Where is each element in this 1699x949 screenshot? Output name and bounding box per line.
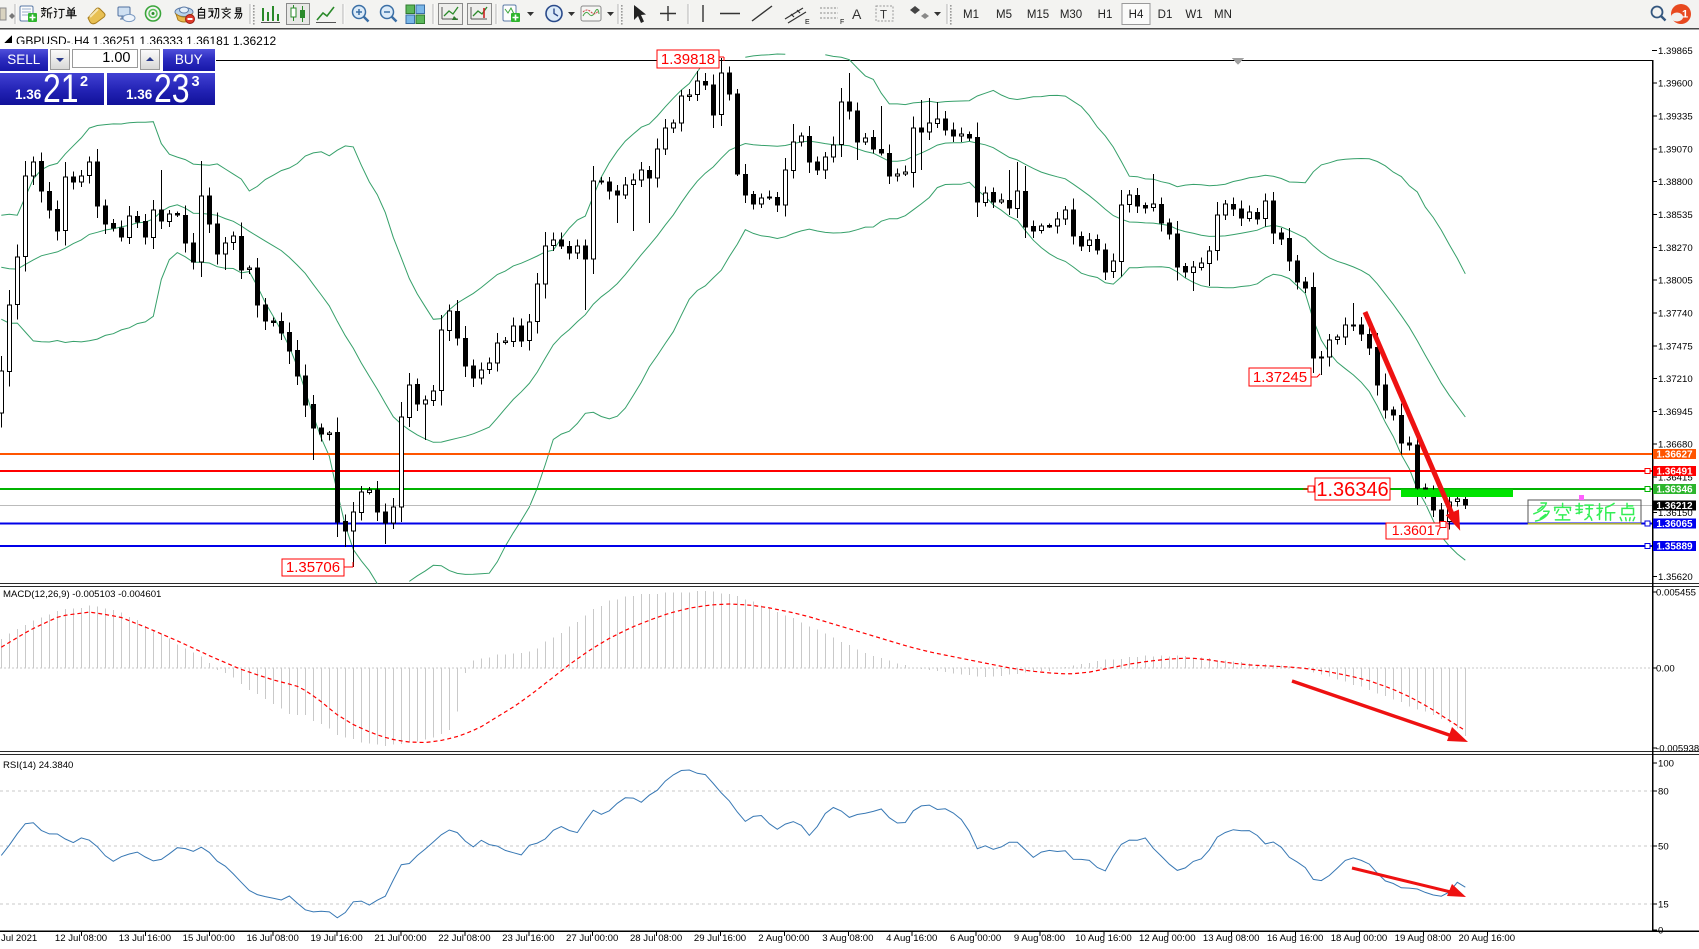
svg-text:Jul 2021: Jul 2021	[1, 933, 37, 944]
svg-text:1.36346: 1.36346	[1316, 479, 1388, 501]
svg-text:M5: M5	[996, 9, 1012, 21]
svg-text:1.36491: 1.36491	[1656, 467, 1693, 478]
svg-text:MN: MN	[1214, 9, 1232, 21]
svg-text:1.36150: 1.36150	[1658, 508, 1693, 519]
svg-text:E: E	[805, 19, 810, 26]
svg-text:1.36017: 1.36017	[1392, 522, 1443, 538]
svg-text:H1: H1	[1098, 9, 1113, 21]
svg-text:1.38270: 1.38270	[1658, 243, 1693, 254]
svg-text:MACD(12,26,9) -0.005103 -0.004: MACD(12,26,9) -0.005103 -0.004601	[3, 589, 161, 600]
svg-text:1.37740: 1.37740	[1658, 309, 1693, 320]
svg-text:22 Jul 08:00: 22 Jul 08:00	[438, 933, 490, 944]
svg-text:50: 50	[1658, 842, 1669, 853]
svg-text:27 Jul 00:00: 27 Jul 00:00	[566, 933, 618, 944]
svg-text:20 Aug 16:00: 20 Aug 16:00	[1459, 933, 1516, 944]
svg-text:28 Jul 08:00: 28 Jul 08:00	[630, 933, 682, 944]
svg-text:1.38800: 1.38800	[1658, 177, 1693, 188]
svg-text:1.37475: 1.37475	[1658, 341, 1693, 352]
svg-text:0: 0	[1658, 926, 1663, 937]
svg-text:19 Aug 08:00: 19 Aug 08:00	[1395, 933, 1452, 944]
svg-text:1.36680: 1.36680	[1658, 440, 1693, 451]
svg-text:19 Jul 16:00: 19 Jul 16:00	[310, 933, 362, 944]
svg-text:W1: W1	[1185, 9, 1202, 21]
svg-text:100: 100	[1658, 759, 1674, 770]
svg-text:1.36212: 1.36212	[1656, 501, 1693, 512]
svg-text:15 Jul 00:00: 15 Jul 00:00	[183, 933, 235, 944]
svg-text:0.005455: 0.005455	[1656, 588, 1696, 599]
svg-text:15: 15	[1658, 900, 1669, 911]
svg-text:9 Aug 08:00: 9 Aug 08:00	[1014, 933, 1065, 944]
svg-text:13 Aug 08:00: 13 Aug 08:00	[1203, 933, 1260, 944]
svg-text:10 Aug 16:00: 10 Aug 16:00	[1075, 933, 1132, 944]
svg-text:F: F	[840, 19, 844, 26]
svg-text:4 Aug 16:00: 4 Aug 16:00	[886, 933, 937, 944]
svg-text:29 Jul 16:00: 29 Jul 16:00	[694, 933, 746, 944]
svg-text:1.36945: 1.36945	[1658, 407, 1693, 418]
svg-text:D1: D1	[1158, 9, 1173, 21]
svg-text:A: A	[852, 6, 862, 22]
svg-text:1.36627: 1.36627	[1656, 450, 1693, 461]
svg-text:1.39865: 1.39865	[1658, 46, 1693, 57]
svg-text:1.36065: 1.36065	[1656, 519, 1693, 530]
svg-text:2 Aug 00:00: 2 Aug 00:00	[758, 933, 809, 944]
svg-text:-0.005938: -0.005938	[1656, 744, 1699, 755]
svg-text:6 Aug 00:00: 6 Aug 00:00	[950, 933, 1001, 944]
svg-text:1.36415: 1.36415	[1658, 473, 1693, 484]
svg-text:M30: M30	[1060, 9, 1082, 21]
svg-text:1.38535: 1.38535	[1658, 210, 1693, 221]
svg-text:12 Jul 08:00: 12 Jul 08:00	[55, 933, 107, 944]
svg-text:M15: M15	[1027, 9, 1049, 21]
svg-text:23 Jul 16:00: 23 Jul 16:00	[502, 933, 554, 944]
svg-text:16 Jul 08:00: 16 Jul 08:00	[247, 933, 299, 944]
svg-text:13 Jul 16:00: 13 Jul 16:00	[119, 933, 171, 944]
svg-text:1.39600: 1.39600	[1658, 79, 1693, 90]
svg-text:1.35889: 1.35889	[1656, 542, 1693, 553]
svg-text:1.39335: 1.39335	[1658, 112, 1693, 123]
svg-text:1: 1	[1682, 9, 1688, 21]
svg-text:3 Aug 08:00: 3 Aug 08:00	[822, 933, 873, 944]
svg-text:1.38005: 1.38005	[1658, 276, 1693, 287]
svg-text:0.00: 0.00	[1656, 664, 1675, 675]
svg-text:1.35620: 1.35620	[1658, 572, 1693, 583]
svg-text:T: T	[880, 10, 887, 22]
svg-text:RSI(14) 24.3840: RSI(14) 24.3840	[3, 760, 73, 771]
svg-text:1.35706: 1.35706	[286, 559, 340, 576]
svg-text:H4: H4	[1129, 9, 1144, 21]
svg-text:21 Jul 00:00: 21 Jul 00:00	[374, 933, 426, 944]
svg-text:16 Aug 16:00: 16 Aug 16:00	[1267, 933, 1324, 944]
svg-text:18 Aug 00:00: 18 Aug 00:00	[1331, 933, 1388, 944]
svg-text:1.37210: 1.37210	[1658, 374, 1693, 385]
svg-text:1.36346: 1.36346	[1656, 485, 1693, 496]
svg-text:1.39070: 1.39070	[1658, 144, 1693, 155]
svg-text:1.39818: 1.39818	[661, 51, 715, 68]
svg-text:1.37245: 1.37245	[1253, 369, 1307, 386]
svg-text:M1: M1	[963, 9, 979, 21]
svg-text:80: 80	[1658, 787, 1669, 798]
svg-text:12 Aug 00:00: 12 Aug 00:00	[1139, 933, 1196, 944]
